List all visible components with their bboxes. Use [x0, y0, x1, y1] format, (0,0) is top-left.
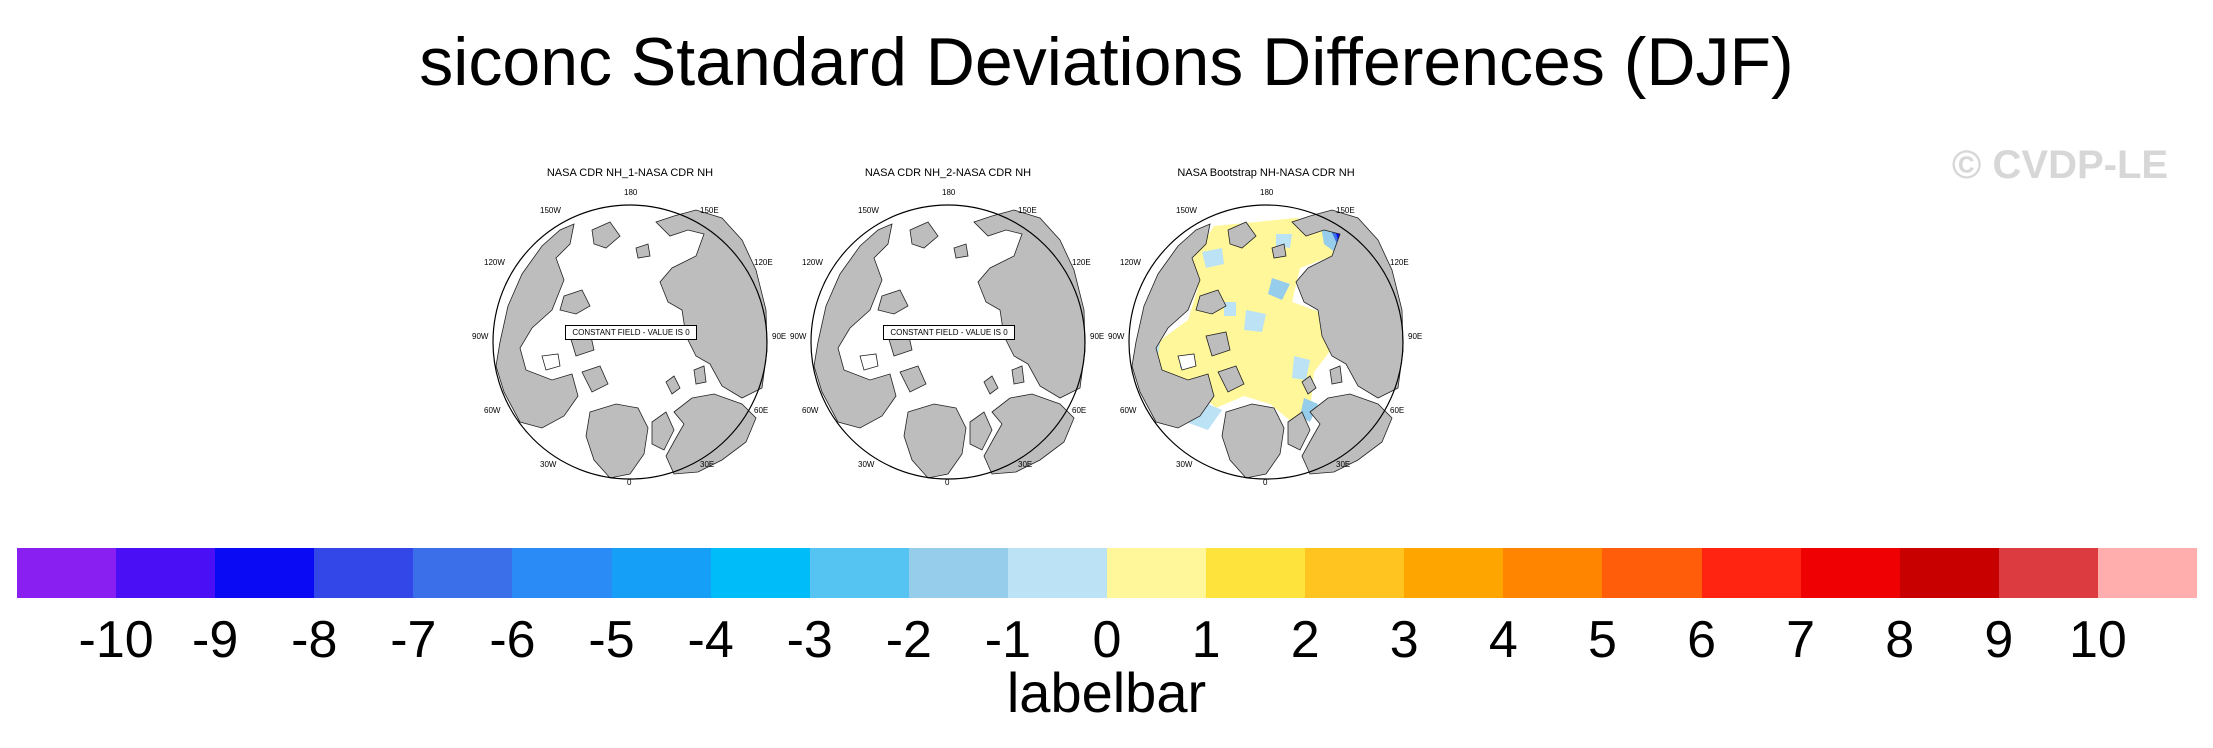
lon-label-120e: 120E	[1072, 258, 1091, 267]
lon-label-90e: 90E	[1408, 332, 1423, 341]
lon-label-30e: 30E	[1018, 460, 1033, 469]
colorbar-box	[116, 548, 216, 598]
lon-label-120w: 120W	[802, 258, 823, 267]
panel-title: NASA Bootstrap NH-NASA CDR NH	[1177, 167, 1355, 179]
watermark: © CVDP-LE	[1951, 143, 2169, 187]
colorbar-tick-label: 7	[1786, 611, 1816, 669]
lon-label-30w: 30W	[858, 460, 875, 469]
colorbar-box	[314, 548, 414, 598]
colorbar-tick-label: 9	[1984, 611, 2014, 669]
colorbar-box	[1305, 548, 1405, 598]
lon-label-60w: 60W	[484, 406, 501, 415]
colorbar	[17, 548, 2198, 598]
lon-label-180: 180	[1260, 188, 1274, 197]
panel-title: NASA CDR NH_1-NASA CDR NH	[546, 167, 714, 179]
colorbar-box	[1107, 548, 1207, 598]
colorbar-box	[1404, 548, 1504, 598]
colorbar-tick-label: -8	[291, 611, 338, 669]
lon-label-90w: 90W	[472, 332, 489, 341]
lon-label-60w: 60W	[802, 406, 819, 415]
colorbar-box	[1998, 548, 2099, 598]
colorbar-box	[413, 548, 513, 598]
colorbar-title: labelbar	[1006, 661, 1207, 724]
lon-label-180: 180	[624, 188, 638, 197]
colorbar-box	[512, 548, 613, 598]
lon-label-30e: 30E	[1336, 460, 1351, 469]
panel-title: NASA CDR NH_2-NASA CDR NH	[864, 167, 1032, 179]
colorbar-tick-label: -10	[78, 611, 154, 669]
colorbar-tick-label: -9	[192, 611, 239, 669]
colorbar-box	[215, 548, 315, 598]
lon-label-150w: 150W	[858, 206, 879, 215]
lon-label-120w: 120W	[484, 258, 505, 267]
lon-label-60w: 60W	[1120, 406, 1137, 415]
colorbar-tick-label: -5	[588, 611, 635, 669]
map-panel-3: NASA Bootstrap NH-NASA CDR NH 180 150E	[1096, 160, 1436, 500]
lon-label-60e: 60E	[754, 406, 769, 415]
colorbar-box	[710, 548, 811, 598]
colorbar-tick-label: 0	[1092, 611, 1122, 669]
lon-label-120e: 120E	[1390, 258, 1409, 267]
colorbar-tick-label: 1	[1191, 611, 1221, 669]
colorbar-tick-label: -2	[885, 611, 932, 669]
map-panel-1: NASA CDR NH_1-NASA CDR NH 180 150E 120E …	[460, 160, 800, 500]
lon-label-0: 0	[945, 478, 950, 487]
colorbar-box	[1602, 548, 1703, 598]
colorbar-tick-label: -7	[390, 611, 437, 669]
colorbar-box	[908, 548, 1009, 598]
colorbar-tick-label: 3	[1389, 611, 1419, 669]
colorbar-box	[1899, 548, 2000, 598]
colorbar-tick-label: -1	[984, 611, 1032, 669]
colorbar-tick-label: -6	[489, 611, 536, 669]
colorbar-tick-label: 8	[1885, 611, 1915, 669]
colorbar-tick-label: -4	[687, 611, 734, 669]
lon-label-150w: 150W	[540, 206, 561, 215]
page-title: siconc Standard Deviations Differences (…	[419, 24, 1794, 100]
colorbar-box	[1206, 548, 1306, 598]
lon-label-90e: 90E	[1090, 332, 1105, 341]
lon-label-150w: 150W	[1176, 206, 1197, 215]
lon-label-120w: 120W	[1120, 258, 1141, 267]
lon-label-150e: 150E	[700, 206, 719, 215]
lon-label-0: 0	[627, 478, 632, 487]
colorbar-tick-label: 5	[1587, 611, 1617, 669]
lon-label-180: 180	[942, 188, 956, 197]
constant-field-label: CONSTANT FIELD - VALUE IS 0	[883, 325, 1015, 340]
colorbar-tick-label: 2	[1290, 611, 1320, 669]
map-panel-2: NASA CDR NH_2-NASA CDR NH 180 150E 120E …	[778, 160, 1118, 500]
lon-label-30e: 30E	[700, 460, 715, 469]
lon-label-0: 0	[1263, 478, 1268, 487]
colorbar-box	[611, 548, 712, 598]
lon-label-30w: 30W	[1176, 460, 1193, 469]
polar-map-shaded	[1128, 204, 1404, 480]
colorbar-tick-label: -3	[786, 611, 833, 669]
lon-label-90e: 90E	[772, 332, 787, 341]
lon-label-150e: 150E	[1336, 206, 1355, 215]
constant-field-label: CONSTANT FIELD - VALUE IS 0	[565, 325, 697, 340]
colorbar-box	[17, 548, 117, 598]
lon-label-30w: 30W	[540, 460, 557, 469]
lon-label-60e: 60E	[1072, 406, 1087, 415]
colorbar-tick-label: 10	[2068, 611, 2127, 669]
colorbar-box	[1800, 548, 1901, 598]
colorbar-tick-label: 6	[1687, 611, 1716, 669]
colorbar-box	[809, 548, 910, 598]
colorbar-box	[2097, 548, 2198, 598]
lon-label-150e: 150E	[1018, 206, 1037, 215]
lon-label-90w: 90W	[790, 332, 807, 341]
colorbar-box	[1503, 548, 1603, 598]
colorbar-box	[1701, 548, 1802, 598]
lon-label-120e: 120E	[754, 258, 773, 267]
colorbar-tick-label: 4	[1488, 611, 1518, 669]
lon-label-90w: 90W	[1108, 332, 1125, 341]
colorbar-box	[1007, 548, 1108, 598]
lon-label-60e: 60E	[1390, 406, 1405, 415]
